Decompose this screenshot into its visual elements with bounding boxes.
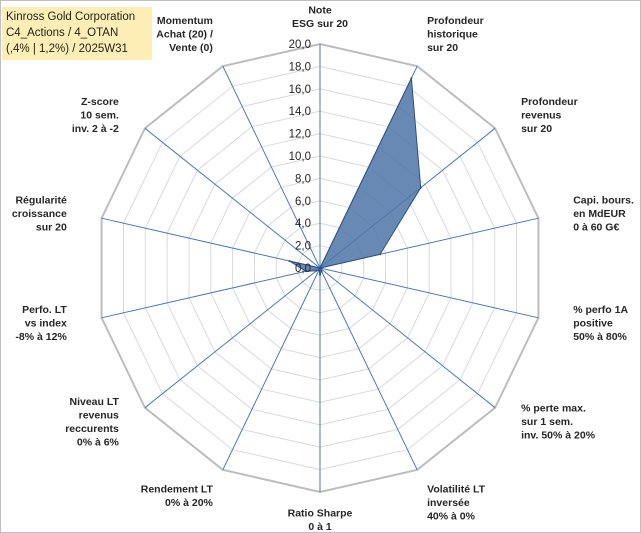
data-point [315,269,318,272]
data-point [410,77,413,80]
period-info: (,4% | 1,2%) / 2025W31 [6,43,128,55]
axis-label: Ratio Sharpe 0 à 1 [288,508,353,533]
r-tick-label: 10,0 [289,151,311,163]
axis-label: Momentum Achat (20) / Vente (0) [156,15,213,54]
spoke-line [319,267,539,319]
company-name: Kinross Gold Corporation [6,11,136,23]
spoke-line [222,65,321,269]
axis-label: Note ESG sur 20 [292,5,348,31]
spoke-line [144,267,321,409]
chart-title-box: Kinross Gold Corporation C4_Actions / 4_… [2,7,152,60]
r-tick-label: 20,0 [289,39,311,51]
axis-label: Profondeur historique sur 20 [427,15,484,54]
r-tick-label: 8,0 [295,173,311,185]
axis-label: Rendement LT 0% à 20% [141,484,214,510]
data-point [319,267,321,269]
axis-label: Perfo. LT vs index -8% à 12% [15,304,67,343]
axis-label: Volatilité LT inversée 40% à 0% [427,484,486,523]
axis-label: Capi. bours. en MdEUR 0 à 60 G€ [573,195,634,234]
axis-label: Régularité croissance sur 20 [12,195,67,234]
axis-label: Z-score 10 sem. inv. 2 à -2 [72,96,119,135]
data-point [318,269,320,271]
spoke-line [101,217,321,269]
r-tick-label: 16,0 [289,84,311,96]
data-point [304,270,307,273]
data-point [379,253,382,256]
spoke-line [222,267,321,471]
data-point [320,270,323,272]
data-point [288,260,291,262]
r-tick-label: 4,0 [295,218,311,230]
axis-label: Niveau LT revenus reccurents 0% à 6% [65,396,119,449]
r-tick-label: 18,0 [289,61,311,73]
spoke-line [144,127,321,269]
r-tick-label: 0,0 [295,263,311,275]
portfolio-name: C4_Actions / 4_OTAN [6,27,119,39]
r-tick-label: 14,0 [289,106,311,118]
r-tick-label: 6,0 [295,196,311,208]
data-point [319,273,321,276]
spoke-line [319,267,418,471]
spoke-line [101,267,321,319]
spoke-line [319,267,496,409]
axis-label: % perte max. sur 1 sem. inv. 50% à 20% [521,403,596,442]
data-point [419,186,422,189]
r-tick-label: 12,0 [289,129,311,141]
axis-label: Profondeur revenus sur 20 [521,96,578,135]
axis-label: % perfo 1A positive 50% à 80% [573,304,628,343]
r-tick-label: 2,0 [295,241,311,253]
